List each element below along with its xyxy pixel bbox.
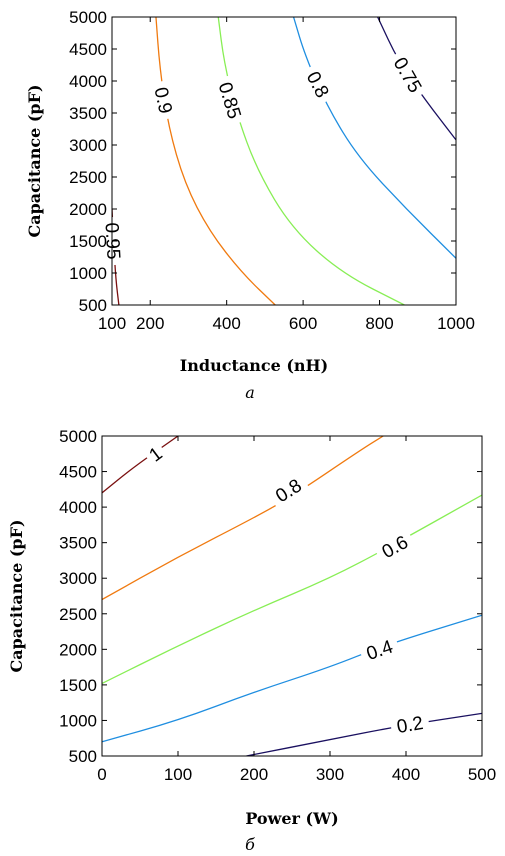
contour-label-group: 1 <box>140 438 169 468</box>
x-tick-label: 600 <box>289 314 317 333</box>
y-tick-label: 2500 <box>59 605 97 624</box>
x-tick-label: 800 <box>365 314 393 333</box>
y-tick-label: 4000 <box>69 72 107 91</box>
y-tick-label: 1500 <box>59 676 97 695</box>
contour-label-gap <box>372 526 417 565</box>
y-tick-label: 1000 <box>69 264 107 283</box>
contour-label-gap <box>389 708 431 738</box>
x-tick-label: 300 <box>316 765 344 784</box>
x-axis-label: Power (W) <box>245 809 338 828</box>
contour-label: 0.9 <box>149 85 175 115</box>
contour-label-gap <box>150 79 180 121</box>
x-tick-label: 100 <box>164 765 192 784</box>
contour-line-1 <box>102 436 179 494</box>
y-tick-label: 2000 <box>59 640 97 659</box>
contour-line-0_8 <box>102 436 384 601</box>
contour-label-group: 0.2 <box>389 708 431 738</box>
y-tick-label: 5000 <box>59 427 97 446</box>
y-tick-label: 4500 <box>59 463 97 482</box>
contour-label-gap <box>140 438 169 468</box>
x-tick-label: 0 <box>97 765 106 784</box>
y-tick-label: 4000 <box>59 498 97 517</box>
contour-label-group: 0.8 <box>265 469 310 509</box>
contour-label-group: 0.9 <box>149 79 180 121</box>
y-axis-label: Capacitance (pF) <box>7 519 26 672</box>
x-tick-label: 400 <box>392 765 420 784</box>
contour-line-0_2 <box>246 712 482 756</box>
y-tick-label: 2000 <box>69 200 107 219</box>
contour-label: 0.85 <box>214 80 245 122</box>
y-axis-label: Capacitance (pF) <box>25 84 44 237</box>
y-tick-label: 3000 <box>69 136 107 155</box>
y-tick-label: 3000 <box>59 569 97 588</box>
contour-label-gap <box>213 73 249 127</box>
contour-label: 0.2 <box>395 713 425 738</box>
contour-label-group: 0.8 <box>300 61 338 106</box>
contour-label-gap <box>265 469 310 509</box>
contour-label-group: 0.4 <box>357 631 401 665</box>
x-tick-label: 500 <box>468 765 496 784</box>
x-tick-label: 200 <box>136 314 164 333</box>
contour-label-gap <box>387 47 431 101</box>
y-tick-label: 500 <box>79 296 107 315</box>
y-tick-label: 2500 <box>69 168 107 187</box>
x-tick-label: 100 <box>98 314 126 333</box>
y-tick-label: 500 <box>69 747 97 766</box>
figure-caption: а <box>245 383 255 402</box>
plot-frame <box>111 16 457 306</box>
figure-caption: б <box>245 835 255 854</box>
contour-label-group: 0.85 <box>213 73 249 127</box>
y-tick-label: 5000 <box>69 8 107 27</box>
y-tick-label: 4500 <box>69 40 107 59</box>
contour-line-0_9 <box>155 17 276 305</box>
contour-line-0_6 <box>102 494 482 685</box>
contour-line-0_85 <box>217 17 405 305</box>
contour-label-group: 0.75 <box>387 47 431 101</box>
contour-line-0_8 <box>292 17 456 259</box>
plot-frame <box>101 435 483 757</box>
y-tick-label: 3500 <box>59 534 97 553</box>
x-tick-label: 200 <box>240 765 268 784</box>
y-tick-label: 1500 <box>69 232 107 251</box>
x-tick-label: 400 <box>212 314 240 333</box>
y-tick-label: 1000 <box>59 711 97 730</box>
contour-label-gap <box>357 631 401 665</box>
x-axis-label: Inductance (nH) <box>180 356 328 375</box>
contour-label-group: 0.6 <box>372 526 417 565</box>
y-tick-label: 3500 <box>69 104 107 123</box>
contour-chart-power: 1 0.8 0.6 0.4 0.2 0 100 200 300 400 500 500 1000 1500… <box>7 427 496 854</box>
contour-label-gap <box>300 61 338 106</box>
x-tick-label: 1000 <box>437 314 475 333</box>
